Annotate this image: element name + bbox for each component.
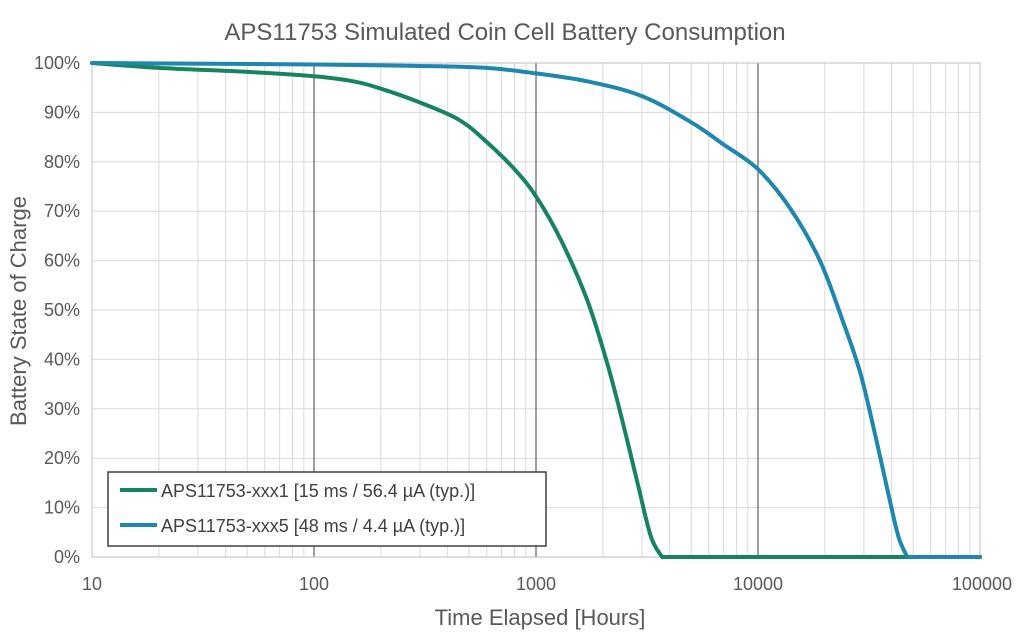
y-tick-label: 20% — [44, 448, 80, 468]
series-line-2 — [90, 61, 982, 559]
y-tick-label: 60% — [44, 251, 80, 271]
series-lines — [90, 61, 982, 559]
x-tick-label: 10000 — [733, 574, 783, 594]
y-tick-label: 10% — [44, 498, 80, 518]
legend-entry-series-2: APS11753-xxx5 [48 ms / 4.4 µA (typ.)] — [161, 516, 465, 536]
y-tick-label: 30% — [44, 399, 80, 419]
x-tick-label: 10 — [82, 574, 102, 594]
y-tick-label: 40% — [44, 349, 80, 369]
series-line-1 — [90, 61, 982, 559]
y-tick-label: 0% — [54, 547, 80, 567]
legend-entry-series-1: APS11753-xxx1 [15 ms / 56.4 µA (typ.)] — [161, 481, 475, 501]
y-tick-label: 90% — [44, 102, 80, 122]
legend-box — [107, 471, 547, 547]
y-tick-label: 80% — [44, 152, 80, 172]
y-tick-label: 50% — [44, 300, 80, 320]
x-axis-tick-labels: 10 100 1000 10000 100000 — [82, 574, 1012, 594]
plot-area-border — [91, 62, 981, 558]
x-axis-label: Time Elapsed [Hours] — [435, 605, 646, 630]
y-axis-tick-labels: 0% 10% 20% 30% 40% 50% 60% 70% 80% 90% 100% — [34, 53, 80, 567]
x-tick-label: 100000 — [952, 574, 1012, 594]
x-tick-label: 1000 — [516, 574, 556, 594]
y-tick-label: 70% — [44, 201, 80, 221]
y-tick-label: 100% — [34, 53, 80, 73]
legend: APS11753-xxx1 [15 ms / 56.4 µA (typ.)] A… — [107, 471, 547, 547]
chart-title: APS11753 Simulated Coin Cell Battery Con… — [224, 19, 785, 46]
y-axis-label: Battery State of Charge — [6, 196, 31, 426]
x-tick-label: 100 — [299, 574, 329, 594]
